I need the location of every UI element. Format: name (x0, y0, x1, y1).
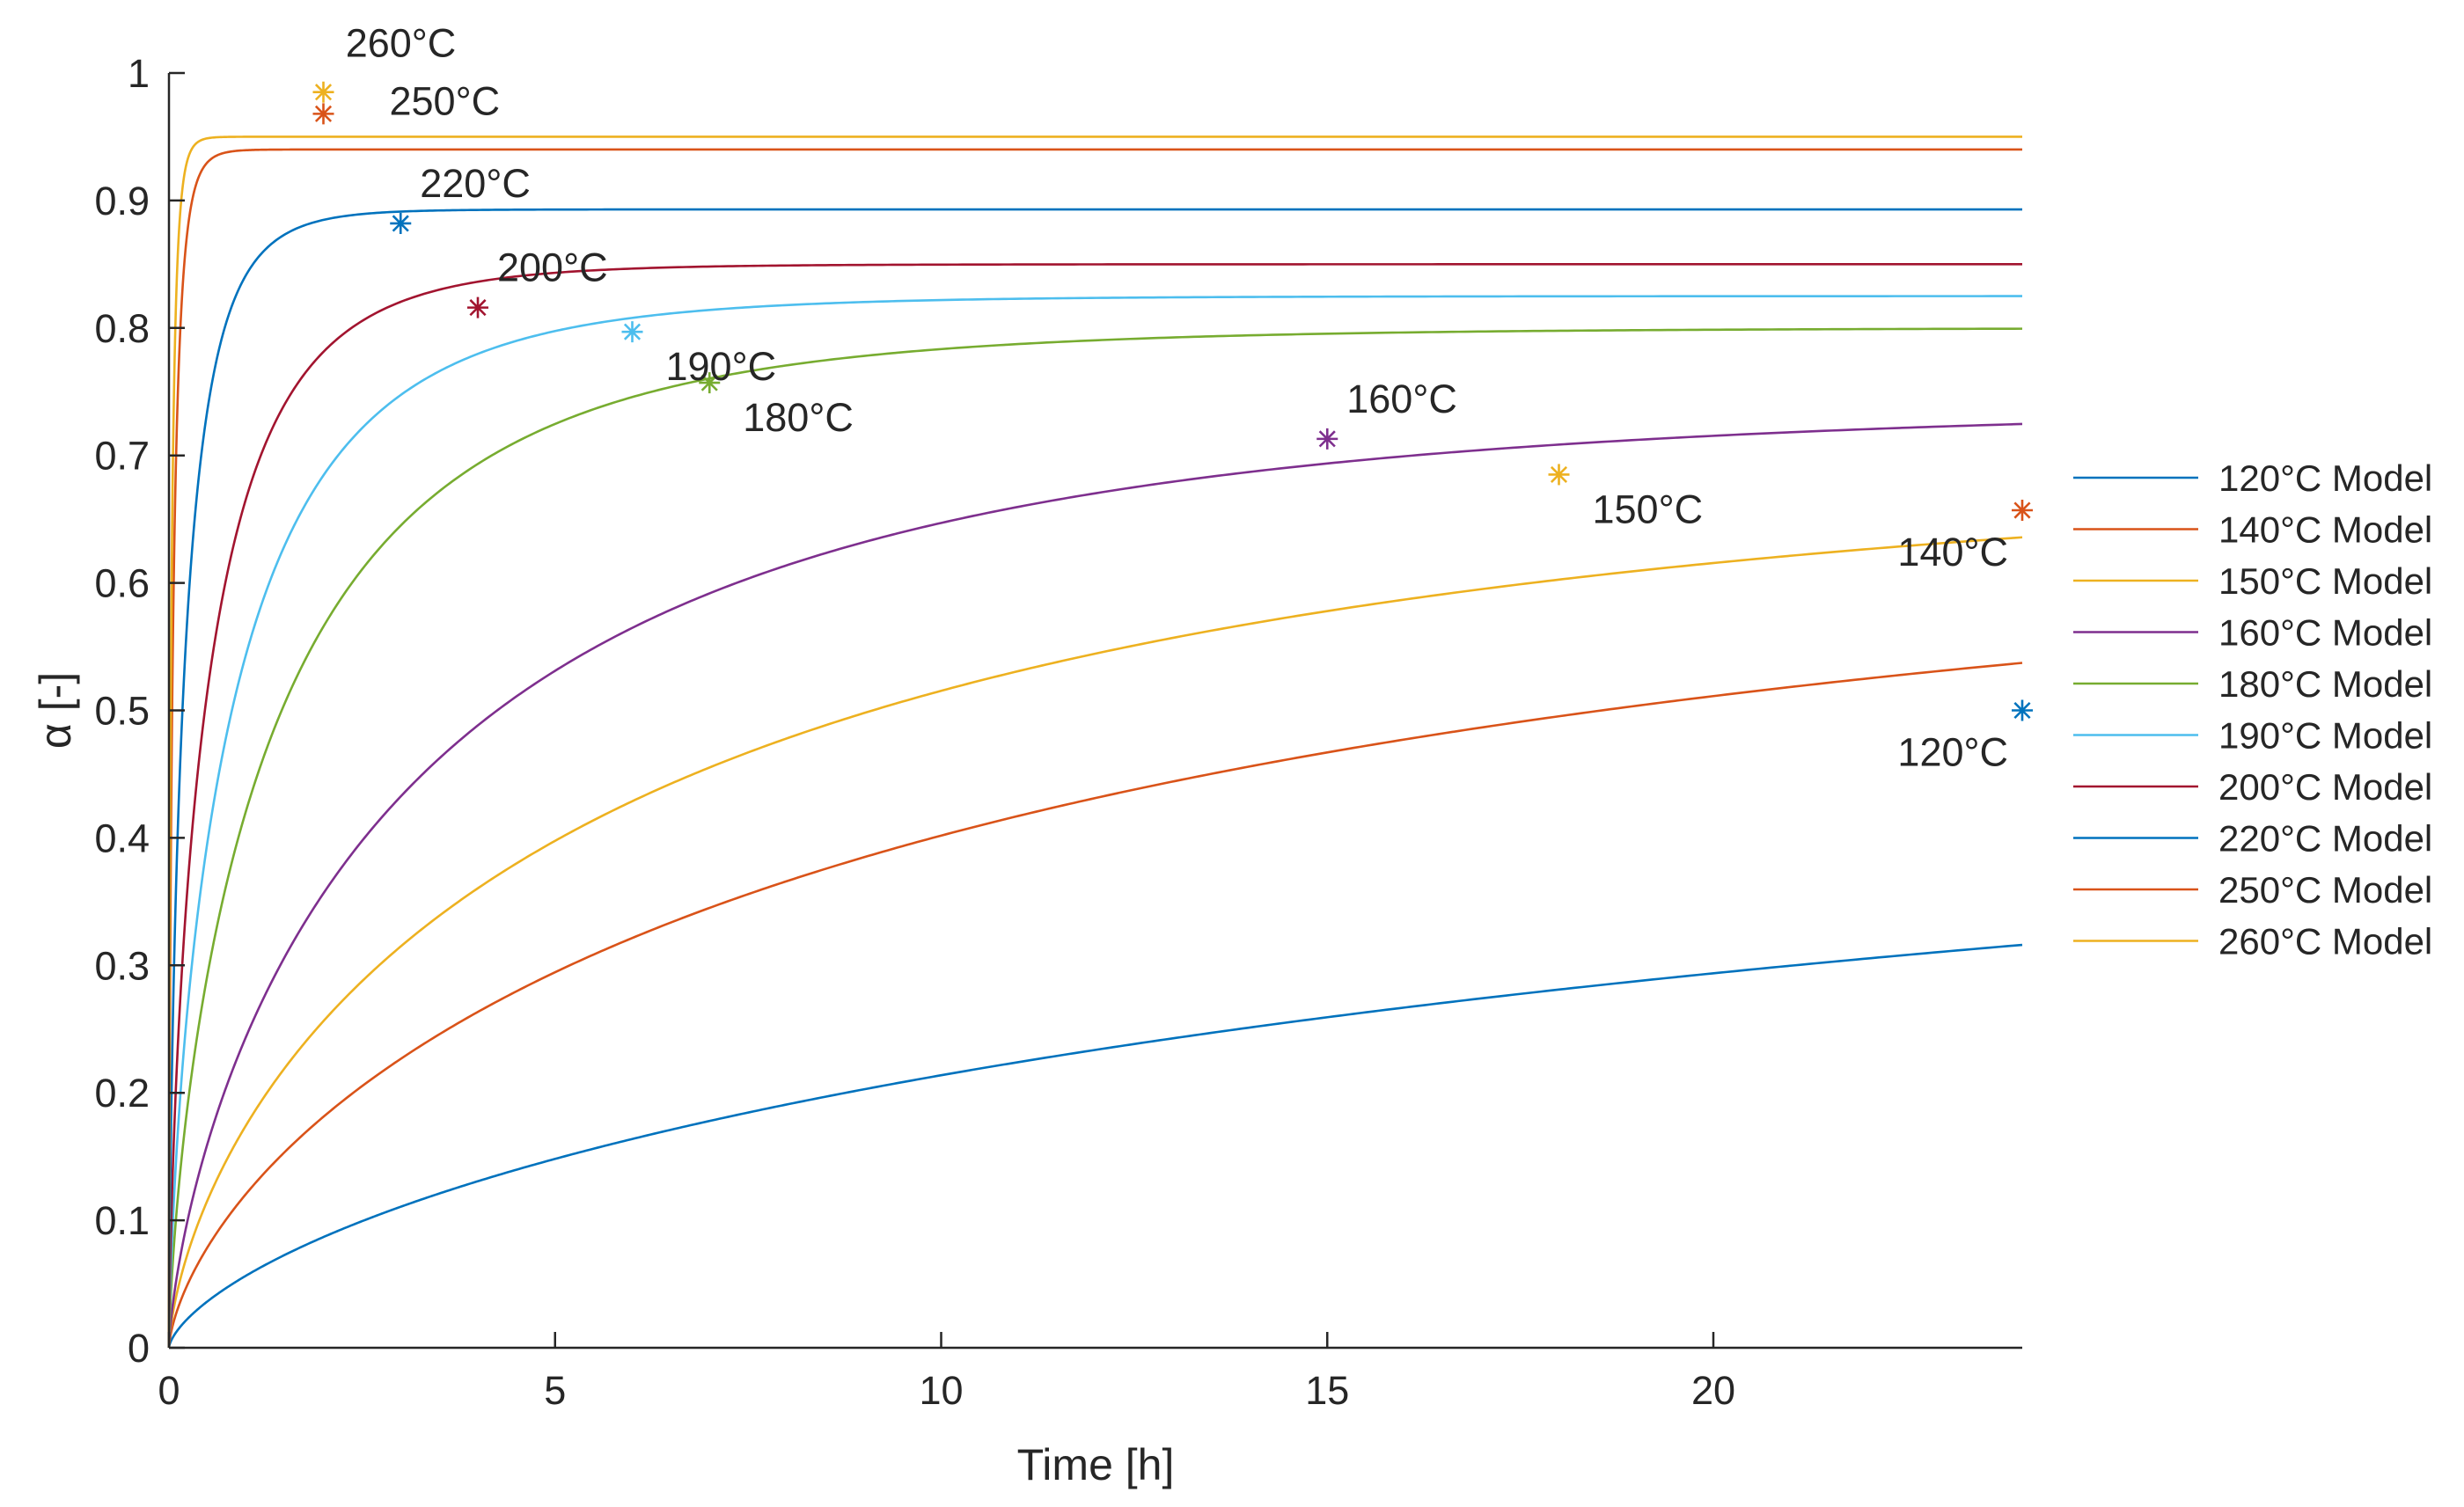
data-point-label: 190°C (666, 344, 777, 389)
y-tick-label: 0.8 (94, 306, 150, 351)
y-tick-label: 1 (128, 51, 150, 96)
data-point-220C: 220°C (390, 161, 531, 234)
data-point-260C: 260°C (312, 21, 457, 103)
legend-label: 140°C Model (2218, 509, 2432, 551)
legend-item: 120°C Model (2073, 457, 2432, 499)
data-point-label: 260°C (346, 21, 457, 66)
x-tick-label: 10 (919, 1368, 963, 1413)
model-curve-160 (167, 422, 2023, 1348)
data-point-label: 120°C (1897, 730, 2008, 775)
data-point-160C: 160°C (1316, 377, 1457, 450)
y-tick-label: 0.4 (94, 816, 150, 860)
data-point-120C: 120°C (1897, 699, 2033, 775)
legend-item: 140°C Model (2073, 509, 2432, 551)
axes: 0 5 10 15 20 0 0.1 0.2 0.3 0.4 0.5 0.6 0.7 0.8 0.9 1 (94, 51, 2022, 1413)
data-point-250C: 250°C (312, 78, 501, 125)
model-curve-120 (167, 943, 2023, 1349)
legend-label: 200°C Model (2218, 766, 2432, 808)
data-point-label: 180°C (743, 395, 854, 440)
data-point-label: 250°C (390, 78, 501, 123)
data-point-140C: 140°C (1897, 500, 2033, 574)
data-point-label: 140°C (1897, 530, 2008, 574)
x-tick-label: 20 (1691, 1368, 1735, 1413)
legend-label: 260°C Model (2218, 921, 2432, 962)
legend-item: 160°C Model (2073, 612, 2432, 654)
legend-item: 250°C Model (2073, 869, 2432, 911)
model-curve-220 (167, 208, 2022, 1348)
legend-item: 150°C Model (2073, 560, 2432, 602)
legend-label: 120°C Model (2218, 457, 2432, 499)
data-point-180C: 180°C (699, 372, 854, 440)
experimental-points: 120°C 140°C 150°C 160°C 180°C 190°C 200°C 220°C… (312, 21, 2033, 775)
data-point-label: 200°C (497, 245, 608, 290)
legend-label: 150°C Model (2218, 560, 2432, 602)
legend-item: 220°C Model (2073, 818, 2432, 860)
data-point-150C: 150°C (1548, 464, 1704, 531)
x-tick-label: 15 (1305, 1368, 1349, 1413)
x-tick-label: 0 (158, 1368, 180, 1413)
y-axis-label: α [-] (31, 672, 80, 749)
model-curve-140 (167, 662, 2023, 1348)
y-tick-label: 0.1 (94, 1198, 150, 1243)
model-curve-200 (167, 263, 2022, 1348)
data-point-label: 160°C (1346, 377, 1457, 421)
model-curve-150 (167, 536, 2023, 1348)
legend-label: 180°C Model (2218, 663, 2432, 705)
model-curve-250 (167, 148, 2022, 1348)
legend-item: 190°C Model (2073, 715, 2432, 757)
x-axis-label: Time [h] (1017, 1440, 1175, 1489)
model-curves (167, 135, 2023, 1349)
model-curve-180 (167, 327, 2023, 1348)
model-curve-260 (167, 135, 2022, 1348)
data-point-190C: 190°C (621, 321, 777, 389)
legend: 120°C Model 140°C Model 150°C Model 160°C M… (2073, 457, 2432, 962)
y-tick-label: 0.5 (94, 689, 150, 734)
legend-label: 190°C Model (2218, 715, 2432, 757)
legend-item: 180°C Model (2073, 663, 2432, 705)
x-tick-label: 5 (544, 1368, 566, 1413)
y-tick-label: 0 (128, 1326, 150, 1371)
y-tick-label: 0.6 (94, 561, 150, 606)
data-point-200C: 200°C (467, 245, 608, 318)
data-point-label: 150°C (1593, 486, 1704, 531)
model-curve-190 (167, 295, 2022, 1348)
y-tick-label: 0.7 (94, 434, 150, 479)
legend-label: 220°C Model (2218, 818, 2432, 860)
legend-label: 250°C Model (2218, 869, 2432, 911)
y-tick-label: 0.3 (94, 943, 150, 988)
legend-label: 160°C Model (2218, 612, 2432, 654)
legend-item: 200°C Model (2073, 766, 2432, 808)
data-point-label: 220°C (420, 161, 531, 206)
legend-item: 260°C Model (2073, 921, 2432, 962)
y-tick-label: 0.2 (94, 1071, 150, 1116)
y-tick-label: 0.9 (94, 179, 150, 223)
